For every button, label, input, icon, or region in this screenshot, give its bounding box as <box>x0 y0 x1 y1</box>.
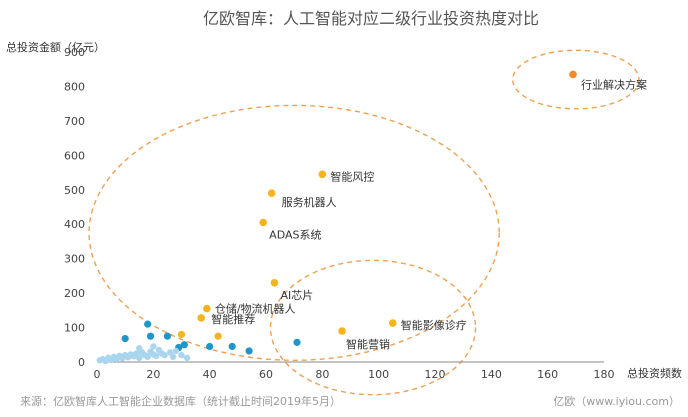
source-note: 来源：亿欧智库人工智能企业数据库（统计截止时间2019年5月） <box>20 394 341 408</box>
x-tick-label: 100 <box>368 368 389 381</box>
data-point <box>169 353 177 361</box>
y-axis-label: 总投资金额（亿元） <box>6 40 105 54</box>
data-point <box>180 341 188 349</box>
data-point <box>161 351 168 359</box>
y-tick-label: 900 <box>64 46 85 59</box>
data-point <box>318 170 327 179</box>
x-tick-label: 180 <box>594 368 615 381</box>
x-tick-label: 160 <box>537 368 558 381</box>
data-point <box>144 320 152 328</box>
data-point <box>569 70 577 79</box>
data-point <box>203 304 211 313</box>
y-tick-label: 300 <box>64 253 85 266</box>
data-point <box>270 278 279 287</box>
x-tick-label: 0 <box>94 368 101 381</box>
highlight-circles <box>88 49 640 396</box>
data-point <box>245 347 253 355</box>
credit-note: 亿欧（www.iyiou.com） <box>553 395 680 408</box>
data-point <box>338 327 346 335</box>
point-label: 智能影像诊疗 <box>401 318 467 332</box>
data-points <box>96 70 577 365</box>
y-tick-label: 100 <box>64 322 85 335</box>
point-label: 行业解决方案 <box>581 77 647 91</box>
data-point <box>228 342 236 351</box>
point-label: 智能推荐 <box>211 312 255 326</box>
data-point <box>150 343 157 350</box>
data-point <box>136 345 143 352</box>
data-point <box>206 342 214 351</box>
y-tick-label: 0 <box>78 356 85 369</box>
y-tick-label: 200 <box>64 287 85 300</box>
point-label: 服务机器人 <box>282 195 337 209</box>
highlight-circle <box>269 259 477 396</box>
data-point <box>146 332 155 340</box>
x-tick-label: 140 <box>481 368 502 381</box>
axes: 0 20 40 60 80 100 120 140 160 180 0 100 200 300 400 500… <box>64 46 615 381</box>
data-point <box>388 319 397 327</box>
data-point <box>136 354 143 362</box>
data-point <box>152 352 160 359</box>
y-tick-label: 500 <box>64 184 85 197</box>
y-tick-label: 800 <box>64 80 85 93</box>
data-point <box>259 218 267 227</box>
data-point <box>214 332 222 340</box>
chart-title: 亿欧智库：人工智能对应二级行业投资热度对比 <box>203 9 539 28</box>
x-tick-label: 80 <box>315 368 329 381</box>
point-label: 智能风控 <box>330 169 374 183</box>
x-tick-label: 120 <box>425 368 446 381</box>
data-point <box>178 351 185 359</box>
data-point <box>293 338 301 346</box>
point-label: 仓储/物流机器人 <box>215 302 296 316</box>
data-point <box>163 332 172 340</box>
x-tick-label: 60 <box>259 368 273 381</box>
y-tick-label: 700 <box>64 115 85 128</box>
data-point <box>267 189 276 198</box>
x-tick-label: 20 <box>146 368 160 381</box>
data-point <box>172 347 180 355</box>
x-axis-label: 总投资频数 <box>627 366 682 380</box>
data-point <box>183 354 191 362</box>
data-point <box>144 353 151 361</box>
point-label: 智能营销 <box>346 337 390 351</box>
point-label: ADAS系统 <box>269 229 321 242</box>
y-tick-label: 400 <box>64 218 85 231</box>
highlight-circle <box>88 104 500 361</box>
data-point <box>121 334 129 343</box>
data-point <box>197 314 206 322</box>
data-point <box>177 330 186 339</box>
y-tick-label: 600 <box>64 149 85 162</box>
point-label: AI芯片 <box>280 288 313 302</box>
highlight-circle <box>512 49 640 110</box>
x-tick-label: 40 <box>203 368 217 381</box>
